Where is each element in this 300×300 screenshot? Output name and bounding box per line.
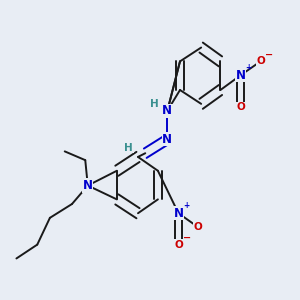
Text: N: N [236, 69, 246, 82]
Text: −: − [183, 233, 191, 243]
Text: −: − [265, 50, 273, 59]
Text: O: O [194, 222, 202, 232]
Text: N: N [162, 104, 172, 117]
Text: N: N [83, 179, 93, 192]
Text: H: H [150, 99, 158, 109]
Text: O: O [236, 102, 245, 112]
Text: +: + [246, 63, 252, 72]
Text: +: + [184, 201, 190, 210]
Text: H: H [124, 143, 133, 153]
Text: N: N [162, 133, 172, 146]
Text: N: N [173, 207, 183, 220]
Text: O: O [174, 240, 183, 250]
Text: O: O [256, 56, 265, 66]
